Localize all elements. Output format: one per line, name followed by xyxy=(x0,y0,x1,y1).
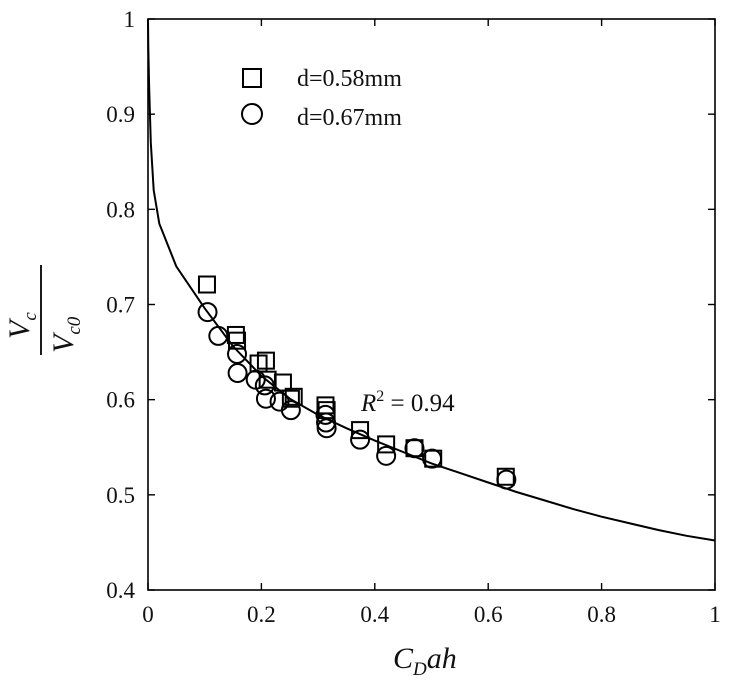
circle-marker xyxy=(496,469,517,490)
svg-text:Vc0: Vc0 xyxy=(47,316,85,353)
circle-marker xyxy=(208,325,229,346)
circle-marker xyxy=(316,418,337,439)
circle-marker xyxy=(315,404,336,425)
circle-marker xyxy=(376,445,397,466)
circle-marker xyxy=(350,429,371,450)
plot-area xyxy=(147,18,716,591)
square-marker xyxy=(377,435,396,454)
legend-label-series-2: d=0.67mm xyxy=(297,105,402,131)
y-axis-label: Vc Vc0 xyxy=(3,265,85,355)
square-marker xyxy=(351,421,370,440)
y-tick-label: 0.9 xyxy=(106,102,135,127)
y-tick-label: 0.4 xyxy=(106,578,135,603)
x-tick-label: 1 xyxy=(709,602,721,627)
square-marker xyxy=(256,351,275,370)
x-tick-label: 0 xyxy=(142,602,154,627)
circle-marker xyxy=(255,388,276,409)
square-marker xyxy=(197,275,216,294)
y-axis-ticks: 0.4 0.5 0.6 0.7 0.8 0.9 1 xyxy=(106,7,715,603)
legend-circle-marker xyxy=(241,103,263,125)
x-axis-ticks: 0 0.2 0.4 0.6 0.8 1 xyxy=(142,19,721,627)
x-tick-label: 0.4 xyxy=(360,602,389,627)
circle-marker xyxy=(227,343,248,364)
circle-marker xyxy=(227,363,248,384)
square-marker xyxy=(228,331,247,350)
circle-marker xyxy=(197,302,218,323)
y-tick-label: 0.5 xyxy=(106,483,135,508)
square-marker xyxy=(284,387,303,406)
y-tick-label: 1 xyxy=(124,7,136,32)
x-tick-label: 0.2 xyxy=(247,602,276,627)
circle-marker xyxy=(254,375,275,396)
legend-label-series-1: d=0.58mm xyxy=(297,66,402,92)
y-tick-label: 0.8 xyxy=(106,197,135,222)
data-points xyxy=(197,275,517,490)
r-squared-annotation: R2 = 0.94 xyxy=(360,388,455,417)
fit-curve xyxy=(147,18,716,542)
circle-marker xyxy=(404,438,425,459)
circle-marker xyxy=(422,448,443,469)
circle-marker xyxy=(280,400,301,421)
legend-square-marker xyxy=(242,68,262,88)
y-tick-label: 0.7 xyxy=(106,293,135,318)
y-tick-label: 0.6 xyxy=(106,388,135,413)
square-marker xyxy=(281,389,300,408)
x-axis-label: CDah xyxy=(393,642,457,680)
x-tick-label: 0.8 xyxy=(587,602,616,627)
x-tick-label: 0.6 xyxy=(474,602,503,627)
circle-marker xyxy=(316,412,337,433)
legend: d=0.58mm d=0.67mm xyxy=(241,66,402,131)
svg-text:Vc: Vc xyxy=(3,312,41,339)
